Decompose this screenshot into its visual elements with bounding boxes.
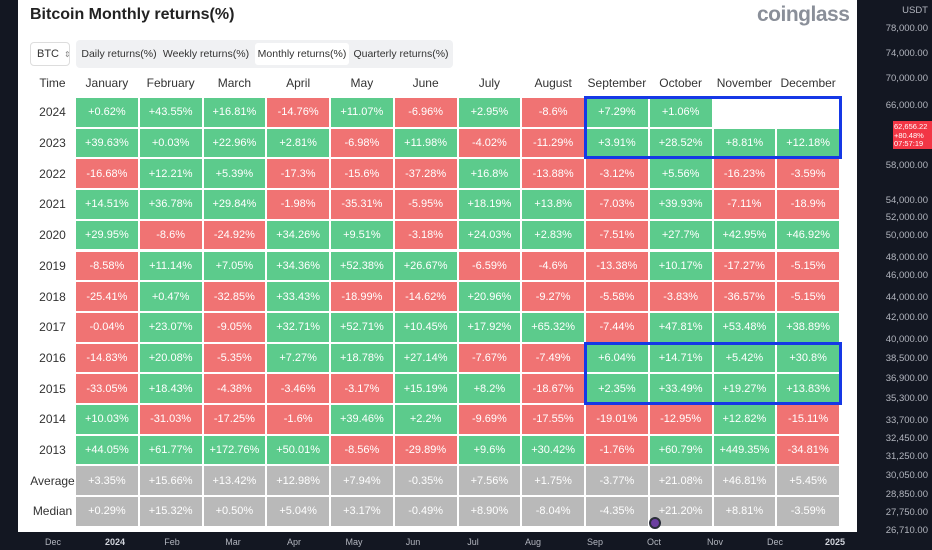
price-label: 66,000.00 bbox=[885, 100, 928, 111]
price-label: 28,850.00 bbox=[885, 489, 928, 500]
price-label: 78,000.00 bbox=[885, 23, 928, 34]
badge-line: 07:57:19 bbox=[894, 139, 924, 148]
price-label: 38,500.00 bbox=[885, 353, 928, 364]
time-label: Apr bbox=[286, 537, 302, 547]
price-label: 42,000.00 bbox=[885, 312, 928, 323]
tab-bar bbox=[76, 40, 453, 68]
time-label: Dec bbox=[44, 537, 62, 547]
price-label: 44,000.00 bbox=[885, 292, 928, 303]
price-unit: USDT bbox=[902, 5, 928, 16]
price-label: 58,000.00 bbox=[885, 160, 928, 171]
time-label: Dec bbox=[766, 537, 784, 547]
time-label: Jun bbox=[405, 537, 421, 547]
time-label: 2025 bbox=[824, 537, 846, 547]
coin-selector[interactable]: BTC ⇕ bbox=[30, 42, 71, 66]
logo: coinglass bbox=[757, 3, 850, 26]
price-label: 52,000.00 bbox=[885, 212, 928, 223]
price-label: 33,700.00 bbox=[885, 415, 928, 426]
badge-line: 62,656.22 bbox=[894, 122, 928, 131]
price-label: 70,000.00 bbox=[885, 73, 928, 84]
time-label: Jul bbox=[467, 537, 479, 547]
price-label: 48,000.00 bbox=[885, 252, 928, 263]
time-label: Sep bbox=[586, 537, 604, 547]
chevron: ⇕ bbox=[64, 49, 71, 59]
coin-label: BTC bbox=[37, 48, 59, 60]
price-label: 46,000.00 bbox=[885, 270, 928, 281]
time-label: Oct bbox=[646, 537, 662, 547]
price-label: 27,750.00 bbox=[885, 507, 928, 518]
time-label: Aug bbox=[524, 537, 542, 547]
time-label: Mar bbox=[225, 537, 241, 547]
price-label: 54,000.00 bbox=[885, 195, 928, 206]
price-label: 36,900.00 bbox=[885, 373, 928, 384]
panel bbox=[18, 0, 857, 532]
price-badge bbox=[893, 121, 932, 149]
price-label: 32,450.00 bbox=[885, 433, 928, 444]
title: Bitcoin Monthly returns(%) bbox=[30, 6, 235, 23]
price-label: 74,000.00 bbox=[885, 48, 928, 59]
time-label: 2024 bbox=[104, 537, 126, 547]
time-label: May bbox=[345, 537, 363, 547]
price-label: 26,710.00 bbox=[885, 525, 928, 536]
badge-line: +80.48% bbox=[894, 130, 924, 140]
price-label: 50,000.00 bbox=[885, 230, 928, 241]
price-label: 31,250.00 bbox=[885, 451, 928, 462]
price-label: 40,000.00 bbox=[885, 334, 928, 345]
time-label: Nov bbox=[706, 537, 724, 547]
price-label: 30,050.00 bbox=[885, 470, 928, 481]
time-label: Feb bbox=[164, 537, 180, 547]
price-label: 35,300.00 bbox=[885, 393, 928, 404]
